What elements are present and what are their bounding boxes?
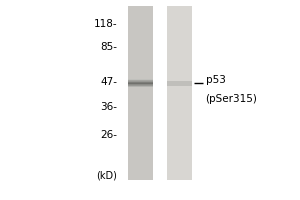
Text: 26-: 26- xyxy=(100,130,117,140)
Bar xyxy=(128,85,153,86)
Text: p53: p53 xyxy=(206,75,225,85)
Bar xyxy=(128,81,153,82)
Text: 118-: 118- xyxy=(93,19,117,29)
Bar xyxy=(128,86,153,87)
Bar xyxy=(128,6,153,180)
Text: (kD): (kD) xyxy=(96,170,117,180)
Bar xyxy=(128,80,153,81)
Text: 36-: 36- xyxy=(100,102,117,112)
Text: 47-: 47- xyxy=(100,77,117,87)
Bar xyxy=(167,80,192,86)
Bar xyxy=(128,84,153,85)
Bar xyxy=(128,82,153,83)
Text: 85-: 85- xyxy=(100,42,117,52)
Bar xyxy=(128,83,153,84)
Bar xyxy=(128,79,153,80)
Text: (pSer315): (pSer315) xyxy=(206,94,257,104)
Bar xyxy=(167,6,192,180)
